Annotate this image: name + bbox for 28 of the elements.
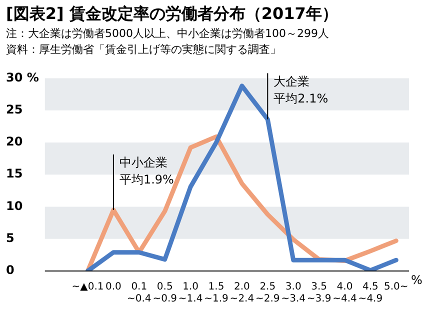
x-tick-label: 1.0 ~1.4 xyxy=(178,282,203,305)
x-tick-label: 3.0 ~3.4 xyxy=(281,282,306,305)
x-tick-label: 0.5 ~0.9 xyxy=(152,282,177,305)
x-axis-title: % xyxy=(411,273,422,288)
x-tick-label: 1.5 ~1.9 xyxy=(204,282,228,305)
y-tick-label: 10 xyxy=(6,198,23,213)
annotation: 平均2.1% xyxy=(274,91,328,106)
x-tick-label: 0.1 ~0.4 xyxy=(127,282,152,305)
y-tick-label: 5 xyxy=(6,230,14,245)
text: 注：大企業は労働者5000人以上、中小企業は労働者100～299人 xyxy=(6,26,330,41)
y-tick-label: 20 xyxy=(6,134,23,149)
text: 資料：厚生労働省「賃金引上げ等の実態に関する調査」 xyxy=(6,42,282,57)
x-tick-label: ~▲0.1 xyxy=(72,282,104,293)
x-tick-label: 4.0 ~4.4 xyxy=(332,282,357,305)
y-tick-label: 30 % xyxy=(6,70,39,84)
y-tick-label: 25 xyxy=(6,102,23,116)
chart-title: [図表2] 賃金改定率の労働者分布（2017年） xyxy=(6,4,339,25)
annotation: 大企業 xyxy=(274,74,310,88)
x-tick-label: 2.0 ~2.4 xyxy=(230,282,254,305)
y-tick-label: 0 xyxy=(6,263,14,278)
annotation: 中小企業 xyxy=(119,156,168,170)
annotation: 平均1.9% xyxy=(119,172,174,187)
x-tick-label: 0.0 xyxy=(105,282,122,293)
x-tick-label: 4.5 ~4.9 xyxy=(358,282,383,305)
x-tick-label: 3.5 ~3.9 xyxy=(306,282,332,305)
x-tick-label: 5.0~ xyxy=(384,282,408,293)
x-tick-label: 2.5 ~2.9 xyxy=(256,282,280,305)
y-tick-label: 15 xyxy=(6,166,23,181)
